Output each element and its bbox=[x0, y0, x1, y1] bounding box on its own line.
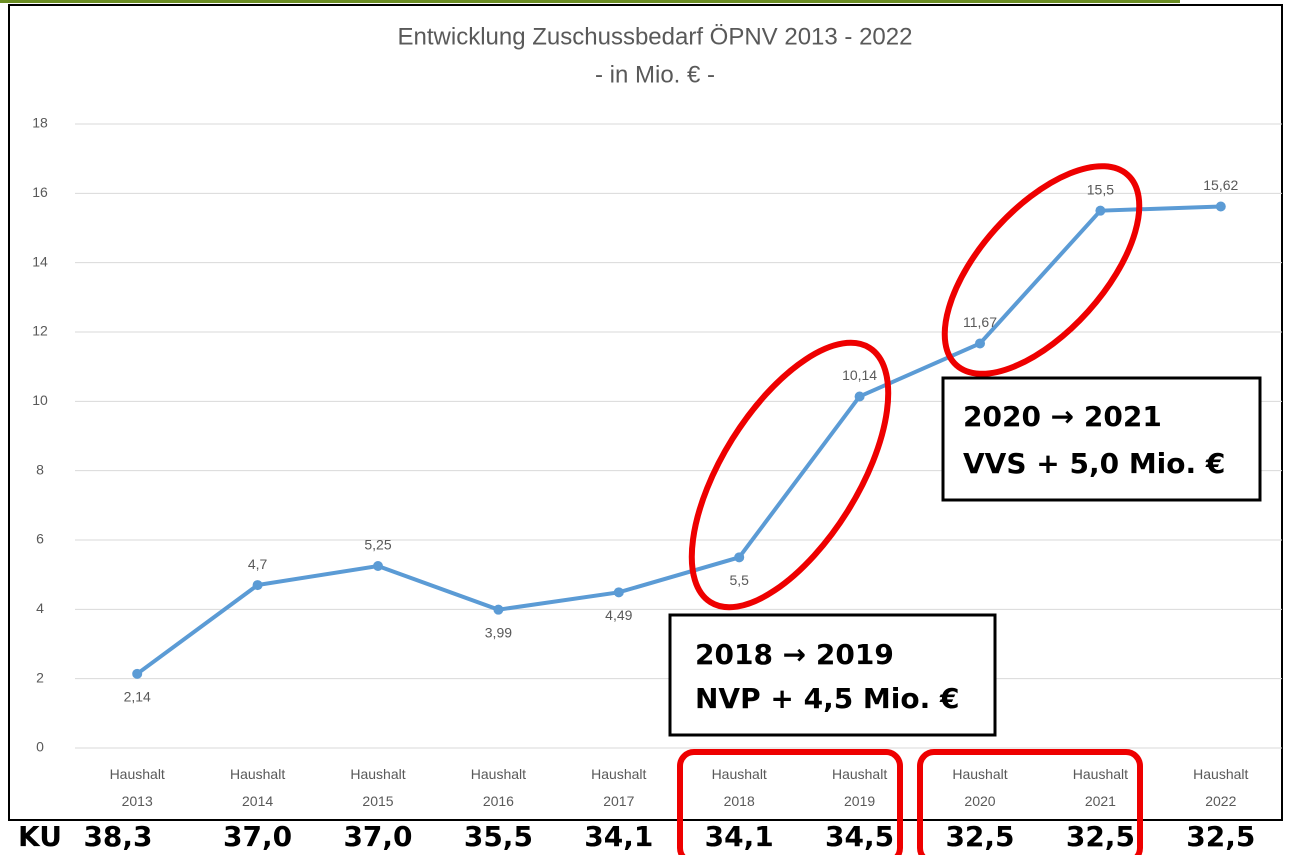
data-point bbox=[975, 338, 985, 349]
data-label: 5,25 bbox=[364, 537, 391, 553]
x-tick-label: Haushalt 2016 bbox=[471, 766, 526, 809]
chart-border bbox=[8, 4, 1283, 821]
y-tick-label: 0 bbox=[36, 739, 44, 755]
x-tick-label: Haushalt 2018 bbox=[712, 766, 767, 809]
ku-value: 37,0 bbox=[223, 820, 292, 853]
data-point bbox=[613, 587, 624, 598]
x-tick-label: Haushalt 2017 bbox=[591, 766, 646, 809]
highlight-ellipse bbox=[941, 163, 1143, 377]
highlight-ellipse bbox=[688, 339, 892, 611]
x-tick-label: Haushalt 2020 bbox=[952, 766, 1007, 809]
data-point bbox=[493, 604, 504, 615]
annotation: 2018 → 2019 NVP + 4,5 Mio. € bbox=[668, 613, 997, 737]
ku-value: 35,5 bbox=[464, 820, 533, 853]
ku-value: 37,0 bbox=[343, 820, 412, 853]
y-tick-label: 12 bbox=[32, 323, 48, 339]
data-point bbox=[1095, 205, 1106, 216]
data-point bbox=[734, 552, 745, 563]
data-label: 11,67 bbox=[963, 314, 997, 330]
highlight-box bbox=[917, 749, 1143, 855]
y-tick-label: 8 bbox=[36, 461, 44, 477]
chart-subtitle: - in Mio. € - bbox=[595, 61, 715, 88]
annotation-box bbox=[668, 613, 997, 737]
plot: 2,14 4,7 5,25 3,99 4,49 5,5 10,14 11,67 15,5 15,6… bbox=[124, 177, 1239, 704]
data-label: 10,14 bbox=[842, 367, 877, 383]
ku-value: 32,5 bbox=[1066, 820, 1135, 853]
data-label: 2,14 bbox=[124, 689, 151, 705]
x-tick-label: Haushalt 2013 bbox=[110, 766, 165, 809]
data-point bbox=[1215, 201, 1226, 212]
ku-value: 32,5 bbox=[945, 820, 1014, 853]
highlights bbox=[677, 163, 1143, 855]
chart-title: Entwicklung Zuschussbedarf ÖPNV 2013 - 2… bbox=[398, 23, 913, 50]
annotation-text: VVS + 5,0 Mio. € bbox=[963, 447, 1225, 480]
ku-value: 34,1 bbox=[705, 820, 774, 853]
data-label: 4,7 bbox=[248, 556, 268, 572]
x-tick-label: Haushalt 2014 bbox=[230, 766, 285, 809]
ku-value: 34,1 bbox=[584, 820, 653, 853]
y-tick-label: 16 bbox=[32, 184, 48, 200]
highlight-box bbox=[677, 749, 903, 855]
x-tick-label: Haushalt 2022 bbox=[1193, 766, 1248, 809]
x-tick-label: Haushalt 2019 bbox=[832, 766, 887, 809]
x-tick-label: Haushalt 2015 bbox=[350, 766, 405, 809]
data-point bbox=[252, 580, 263, 591]
y-tick-label: 6 bbox=[36, 531, 44, 547]
x-tick-label: Haushalt 2021 bbox=[1073, 766, 1128, 809]
ku-label: KU bbox=[18, 820, 62, 853]
top-bar bbox=[0, 0, 1180, 3]
data-point bbox=[373, 561, 383, 571]
y-tick-label: 18 bbox=[32, 115, 48, 131]
ku-value: 38,3 bbox=[83, 820, 152, 853]
y-tick-label: 4 bbox=[36, 600, 44, 616]
data-label: 5,5 bbox=[729, 572, 749, 588]
data-label: 15,5 bbox=[1087, 181, 1114, 197]
y-tick-label: 14 bbox=[32, 253, 48, 269]
annotation-text: 2020 → 2021 bbox=[963, 400, 1162, 433]
data-label: 4,49 bbox=[605, 607, 632, 623]
y-tick-label: 10 bbox=[32, 392, 48, 408]
data-point bbox=[132, 668, 143, 679]
data-label: 3,99 bbox=[485, 624, 512, 640]
annotation-text: 2018 → 2019 bbox=[695, 638, 894, 671]
annotation: 2020 → 2021 VVS + 5,0 Mio. € bbox=[941, 376, 1262, 502]
ku-value: 34,5 bbox=[825, 820, 894, 853]
data-point bbox=[854, 391, 865, 402]
series-line bbox=[136, 204, 1221, 676]
y-tick-label: 2 bbox=[36, 669, 44, 685]
annotation-box bbox=[941, 376, 1262, 502]
ku-value: 32,5 bbox=[1186, 820, 1255, 853]
annotation-text: NVP + 4,5 Mio. € bbox=[695, 682, 960, 715]
data-label: 15,62 bbox=[1203, 177, 1238, 193]
